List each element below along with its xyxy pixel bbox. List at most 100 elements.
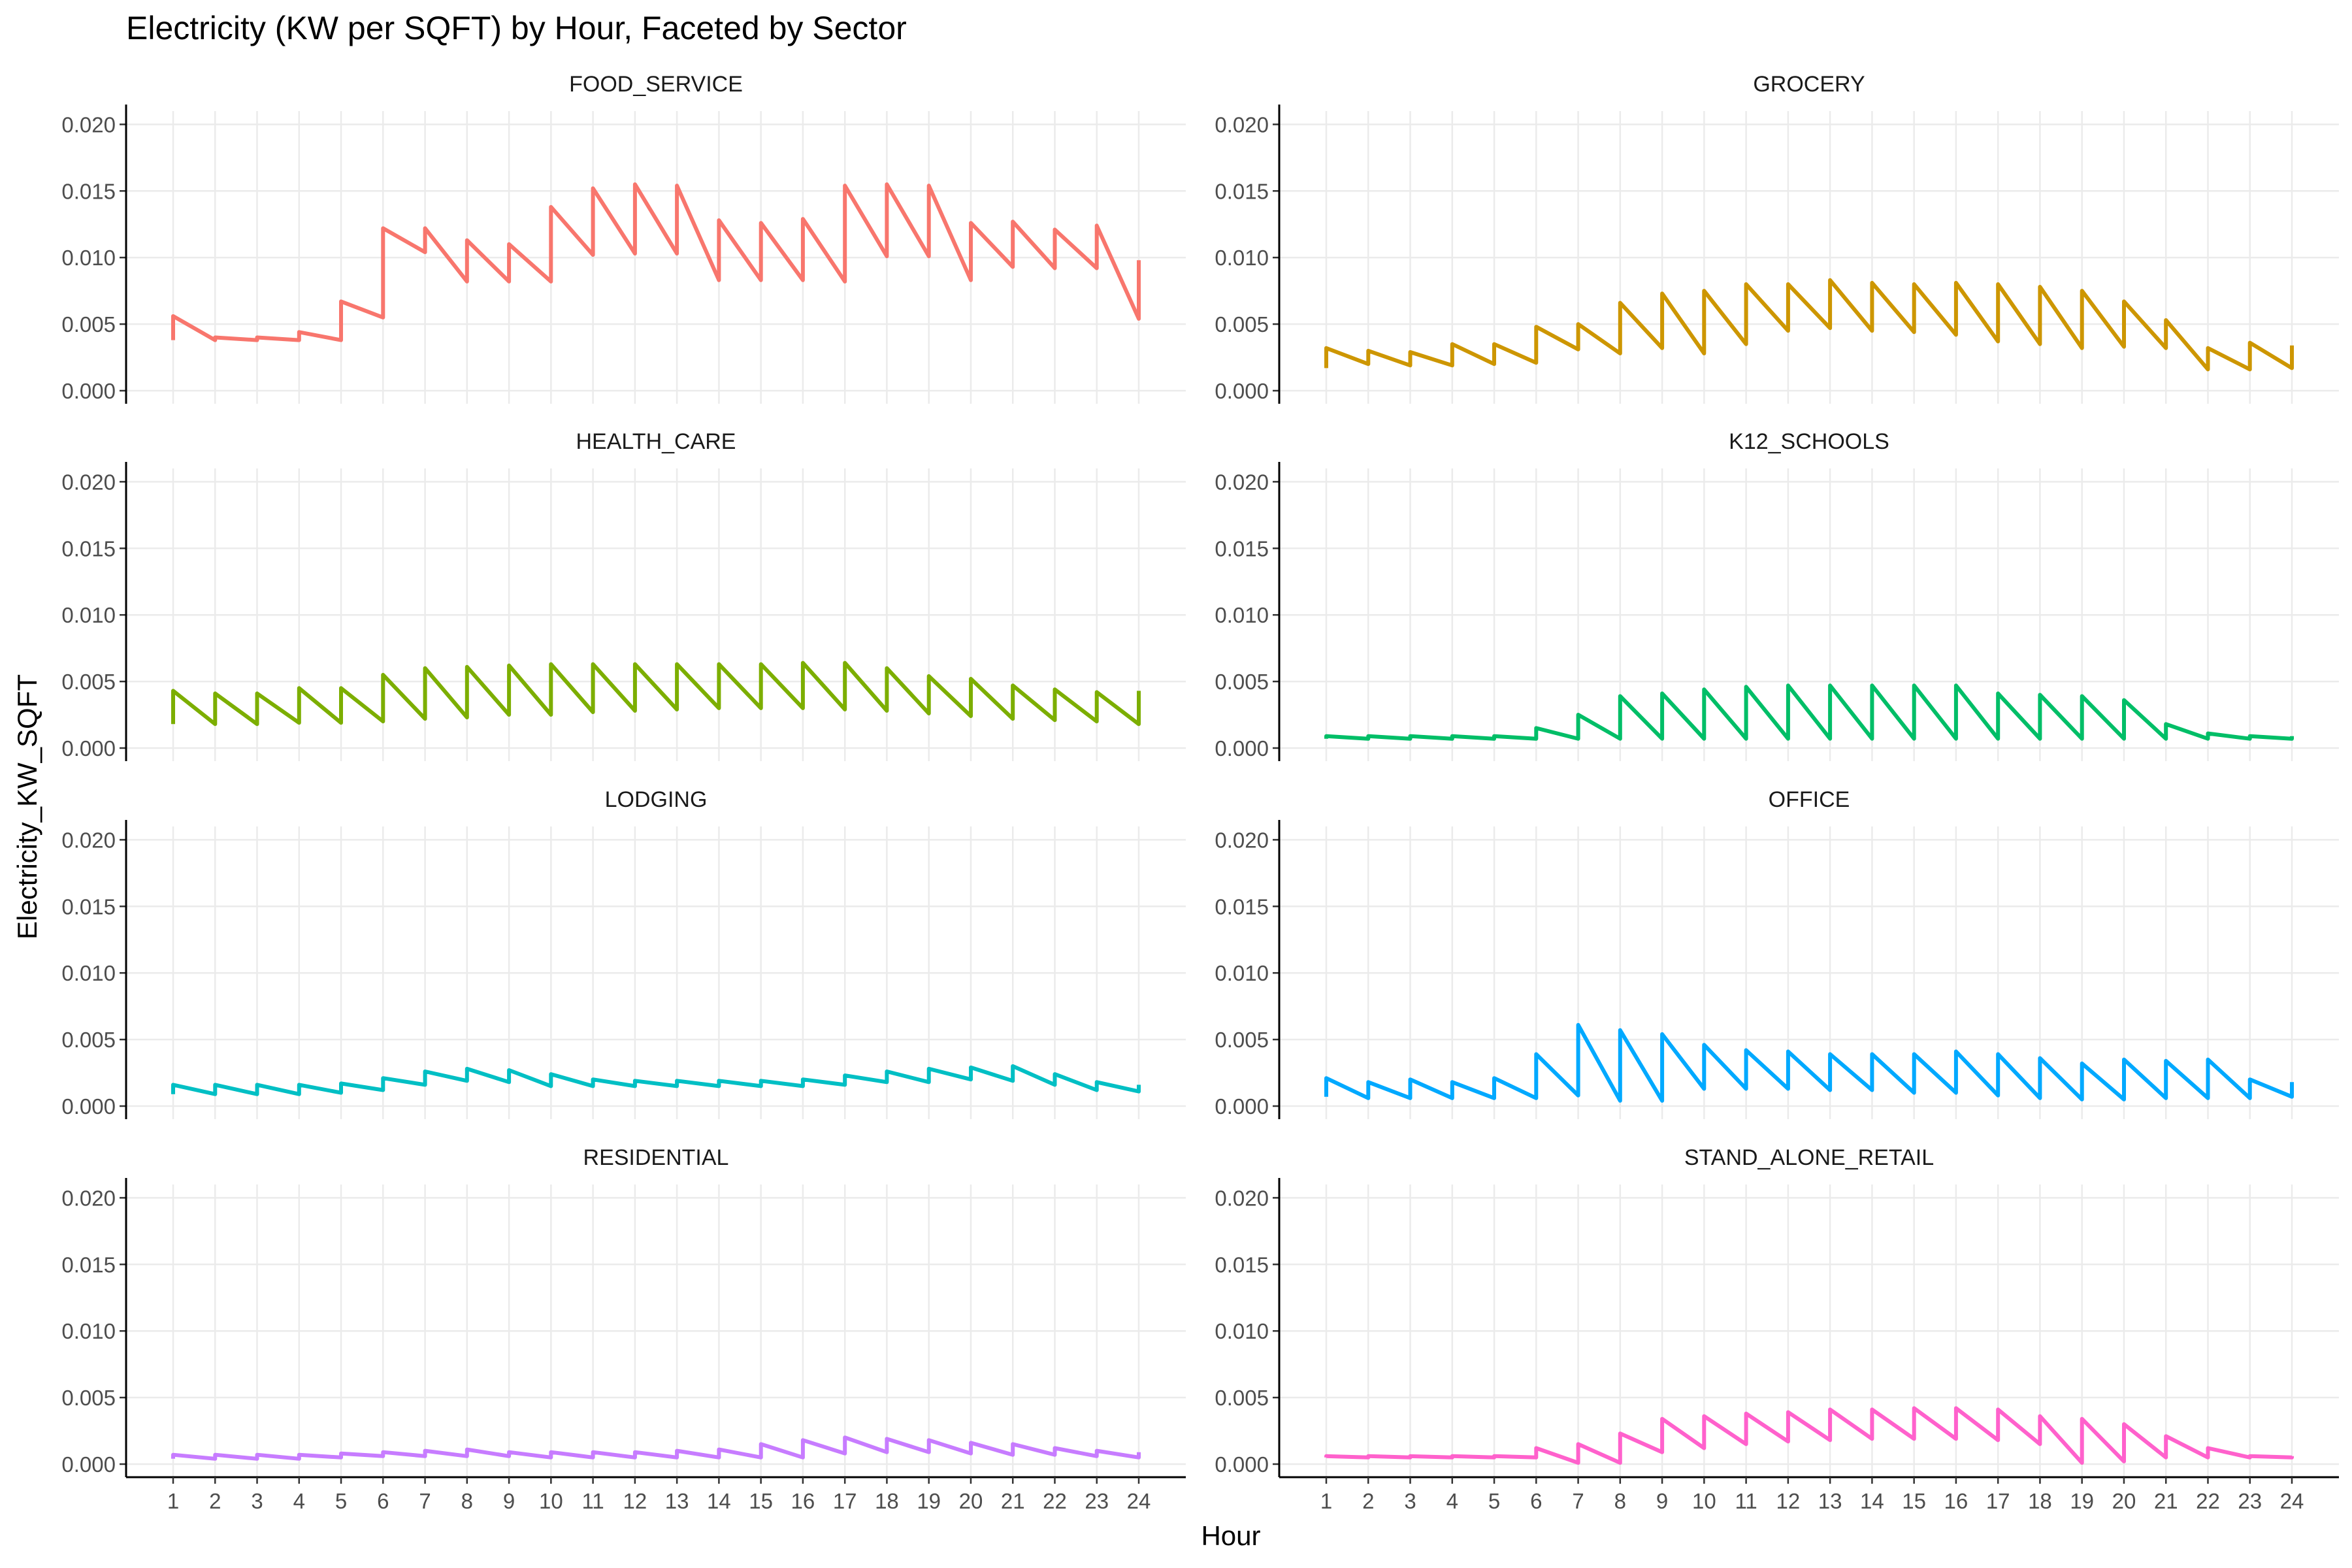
y-tick-label: 0.020 — [1215, 1186, 1269, 1210]
series-line-k12-schools — [1324, 683, 2294, 741]
x-tick-label: 9 — [503, 1489, 515, 1513]
x-tick-label: 7 — [419, 1489, 431, 1513]
y-tick-label: 0.005 — [1215, 670, 1269, 694]
y-tick-label: 0.015 — [61, 536, 116, 561]
y-tick-label: 0.010 — [1215, 1319, 1269, 1343]
y-tick-label: 0.010 — [1215, 603, 1269, 627]
x-tick-label: 4 — [293, 1489, 305, 1513]
panel-title-k12-schools: K12_SCHOOLS — [1729, 429, 1889, 454]
panel-food-service: FOOD_SERVICE 0.000 0.005 0.010 0.015 0.020 — [61, 72, 1186, 404]
x-tick-label: 16 — [1944, 1489, 1968, 1513]
x-tick-label: 5 — [335, 1489, 347, 1513]
x-tick-label: 2 — [1362, 1489, 1374, 1513]
x-tick-label: 14 — [1860, 1489, 1884, 1513]
x-tick-label: 17 — [1986, 1489, 2010, 1513]
panel-k12-schools: K12_SCHOOLS 0.000 0.005 0.010 0.015 0.020 — [1215, 429, 2339, 761]
x-tick-label: 3 — [251, 1489, 263, 1513]
x-tick-label: 24 — [2280, 1489, 2304, 1513]
x-tick-label: 11 — [581, 1489, 604, 1513]
y-tick-label: 0.020 — [61, 1186, 116, 1210]
y-tick-label: 0.020 — [61, 470, 116, 494]
chart-title: Electricity (KW per SQFT) by Hour, Facet… — [126, 10, 907, 46]
x-tick-label: 21 — [1001, 1489, 1025, 1513]
x-tick-label: 7 — [1572, 1489, 1584, 1513]
x-tick-label: 2 — [209, 1489, 221, 1513]
x-tick-label: 12 — [623, 1489, 647, 1513]
y-tick-label: 0.020 — [61, 828, 116, 852]
panel-title-grocery: GROCERY — [1753, 72, 1865, 97]
y-tick-label: 0.015 — [61, 894, 116, 919]
y-tick-label: 0.015 — [61, 179, 116, 203]
x-tick-label: 19 — [2070, 1489, 2094, 1513]
x-tick-label: 24 — [1127, 1489, 1151, 1513]
x-tick-label: 21 — [2154, 1489, 2178, 1513]
panel-title-health-care: HEALTH_CARE — [576, 429, 736, 454]
y-tick-label: 0.020 — [1215, 470, 1269, 494]
y-tick-label: 0.000 — [1215, 1094, 1269, 1119]
panel-title-residential: RESIDENTIAL — [583, 1145, 729, 1170]
panel-title-food-service: FOOD_SERVICE — [569, 72, 743, 97]
panel-grocery: GROCERY 0.000 0.005 0.010 0.015 0.020 — [1215, 72, 2339, 404]
y-tick-label: 0.010 — [1215, 246, 1269, 270]
x-axis-title: Hour — [1201, 1520, 1260, 1551]
x-tick-label: 5 — [1488, 1489, 1500, 1513]
x-tick-label: 16 — [791, 1489, 815, 1513]
x-tick-label: 20 — [959, 1489, 983, 1513]
x-tick-label: 6 — [1530, 1489, 1542, 1513]
y-tick-label: 0.005 — [61, 1386, 116, 1410]
x-tick-label: 23 — [1085, 1489, 1109, 1513]
panel-stand-alone-retail: STAND_ALONE_RETAIL 0.000 0.005 0.010 0.015 0.… — [1215, 1145, 2339, 1513]
y-axis-title: Electricity_KW_SQFT — [12, 674, 42, 939]
x-tick-label: 17 — [833, 1489, 857, 1513]
x-tick-label: 18 — [875, 1489, 899, 1513]
y-tick-label: 0.000 — [1215, 736, 1269, 760]
series-line-lodging — [171, 1064, 1141, 1096]
x-tick-label: 15 — [749, 1489, 773, 1513]
x-tick-label: 22 — [2196, 1489, 2220, 1513]
x-tick-label: 1 — [1320, 1489, 1332, 1513]
x-tick-label: 8 — [1614, 1489, 1626, 1513]
x-tick-label: 9 — [1656, 1489, 1668, 1513]
y-tick-label: 0.000 — [61, 379, 116, 403]
x-tick-label: 19 — [917, 1489, 941, 1513]
series-line-health-care — [171, 661, 1141, 727]
x-tick-label: 6 — [377, 1489, 389, 1513]
y-tick-label: 0.005 — [61, 312, 116, 336]
series-line-office — [1324, 1022, 2294, 1103]
y-tick-label: 0.000 — [1215, 1452, 1269, 1477]
y-tick-label: 0.010 — [61, 246, 116, 270]
x-tick-label: 10 — [539, 1489, 563, 1513]
panel-office: OFFICE 0.000 0.005 0.010 0.015 0.020 — [1215, 787, 2339, 1119]
x-tick-label: 20 — [2112, 1489, 2136, 1513]
y-tick-label: 0.000 — [61, 736, 116, 760]
x-tick-label: 3 — [1404, 1489, 1416, 1513]
x-tick-label: 22 — [1043, 1489, 1067, 1513]
x-tick-label: 12 — [1776, 1489, 1801, 1513]
y-tick-label: 0.015 — [1215, 1252, 1269, 1277]
x-tick-label: 18 — [2028, 1489, 2052, 1513]
y-tick-label: 0.010 — [61, 961, 116, 985]
x-tick-label: 11 — [1735, 1489, 1757, 1513]
y-tick-label: 0.005 — [61, 1028, 116, 1052]
y-tick-label: 0.010 — [61, 603, 116, 627]
y-tick-label: 0.010 — [1215, 961, 1269, 985]
x-tick-label: 15 — [1902, 1489, 1926, 1513]
series-line-food-service — [171, 182, 1141, 342]
panel-health-care: HEALTH_CARE 0.000 0.005 0.010 0.015 0.020 — [61, 429, 1186, 761]
y-tick-label: 0.000 — [61, 1452, 116, 1477]
panel-title-lodging: LODGING — [605, 787, 708, 812]
panel-title-office: OFFICE — [1769, 787, 1850, 812]
y-tick-label: 0.015 — [1215, 179, 1269, 203]
x-tick-label: 14 — [707, 1489, 731, 1513]
panel-title-stand-alone-retail: STAND_ALONE_RETAIL — [1684, 1145, 1934, 1170]
y-tick-label: 0.005 — [1215, 312, 1269, 336]
x-tick-label: 10 — [1692, 1489, 1716, 1513]
y-tick-label: 0.015 — [1215, 894, 1269, 919]
x-tick-label: 23 — [2238, 1489, 2262, 1513]
x-tick-label: 13 — [665, 1489, 689, 1513]
y-tick-label: 0.015 — [1215, 536, 1269, 561]
x-tick-label: 8 — [461, 1489, 473, 1513]
y-tick-label: 0.000 — [61, 1094, 116, 1119]
